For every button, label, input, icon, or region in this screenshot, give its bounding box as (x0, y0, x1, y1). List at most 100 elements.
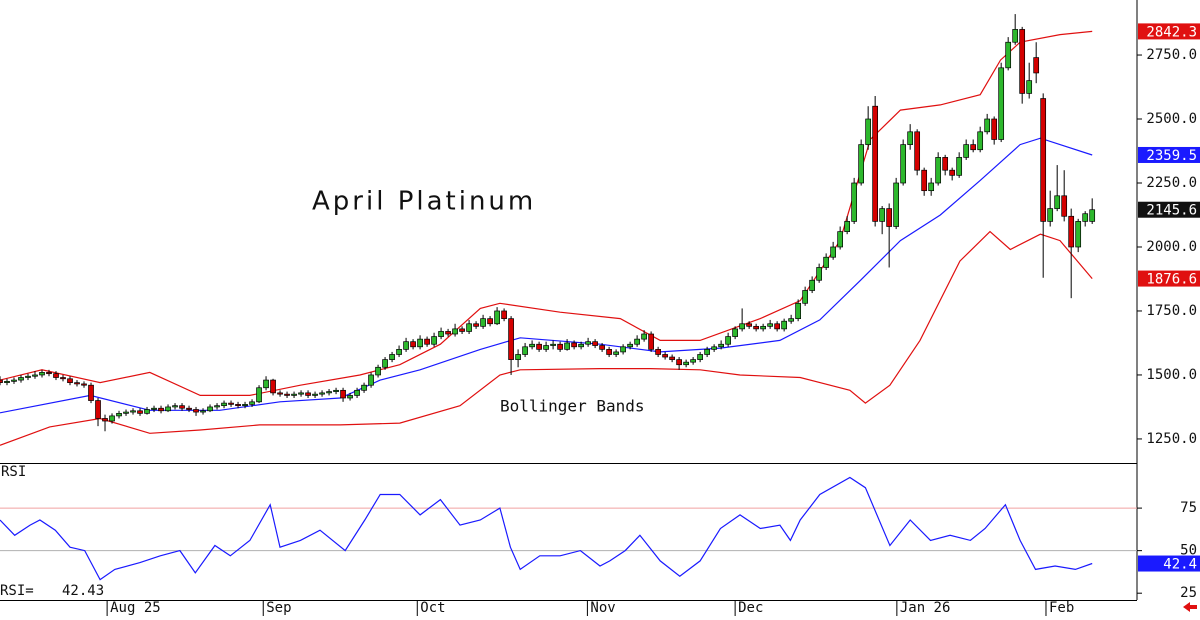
candle-body (319, 392, 325, 395)
x-tick-label: Dec (738, 600, 763, 616)
candle-body (165, 406, 171, 412)
candle-body (137, 410, 143, 414)
candle-body (879, 208, 886, 222)
y-tick-label: 2250.0 (1146, 175, 1197, 191)
y-tick-label: 1750.0 (1146, 303, 1197, 319)
candle-body (809, 279, 815, 291)
bollinger-band (0, 30, 1093, 396)
candle-body (459, 328, 465, 332)
candle-body (641, 333, 647, 340)
candle-body (39, 372, 45, 376)
candle-body (242, 404, 248, 407)
candle-body (438, 331, 444, 337)
candle-body (144, 409, 150, 414)
candle-body (998, 67, 1005, 140)
candle-body (193, 409, 199, 413)
candle-body (1075, 221, 1082, 248)
candle-body (949, 169, 956, 176)
candle-body (473, 323, 479, 327)
candle-body (914, 131, 921, 171)
candle-body (221, 402, 227, 407)
candle-body (235, 404, 241, 407)
candle-body (361, 384, 367, 391)
last-value-box (1138, 555, 1200, 572)
candle-body (669, 356, 675, 360)
candle-body (354, 389, 360, 396)
candle-body (774, 323, 780, 330)
candle-body (711, 346, 717, 350)
candle-body (1047, 208, 1054, 222)
x-tick-label: Oct (420, 600, 445, 616)
candle-body (571, 342, 577, 348)
candle-body (942, 157, 949, 171)
candle-body (515, 354, 521, 360)
candle-body (739, 323, 745, 330)
candle-body (60, 377, 66, 380)
candle-body (81, 383, 87, 386)
candle-body (1061, 195, 1068, 217)
candle-body (970, 144, 977, 151)
y-tick-label: 2000.0 (1146, 239, 1197, 255)
candle-body (627, 343, 633, 348)
candle-body (858, 144, 865, 184)
candle-body (403, 341, 409, 350)
x-tick-label: Feb (1049, 600, 1074, 616)
candle-body (431, 336, 437, 345)
candle-body (893, 182, 900, 227)
candle-body (270, 379, 276, 394)
candle-body (284, 393, 290, 396)
candle-body (984, 118, 991, 133)
y-tick-label: 25 (1180, 585, 1197, 601)
last-value-label: 2359.5 (1146, 148, 1197, 164)
last-value-box (1138, 146, 1200, 163)
candle-body (1068, 215, 1075, 248)
candle-body (956, 157, 963, 176)
candle-body (501, 310, 507, 319)
candle-body (1005, 41, 1012, 69)
candle-body (333, 389, 339, 392)
candle-body (746, 323, 752, 327)
candle-body (4, 381, 10, 383)
candle-body (536, 343, 542, 350)
candle-body (95, 400, 101, 419)
candle-body (109, 415, 115, 422)
candle-body (977, 131, 984, 151)
candle-body (123, 411, 129, 414)
candle-body (690, 359, 696, 363)
candle-body (760, 325, 766, 330)
candle-body (795, 302, 801, 319)
scroll-arrow[interactable] (1183, 602, 1197, 612)
candle-body (249, 401, 255, 405)
candle-body (725, 336, 731, 345)
candle-body (298, 392, 304, 395)
candle-body (991, 118, 998, 140)
bollinger-band (0, 230, 1093, 446)
candle-body (88, 384, 94, 401)
candle-body (963, 144, 970, 158)
candle-body (67, 378, 73, 383)
candle-body (25, 375, 31, 378)
candle-body (830, 246, 836, 258)
chart-title: April Platinum (312, 187, 536, 217)
candle-body (214, 405, 220, 408)
candle-body (179, 405, 185, 409)
candle-body (375, 366, 381, 376)
candle-body (921, 169, 928, 192)
candle-body (683, 361, 689, 366)
candle-body (207, 406, 213, 412)
candle-body (1026, 80, 1033, 94)
x-tick-label: Nov (590, 600, 615, 616)
candle-body (417, 338, 423, 348)
candle-body (648, 333, 654, 350)
x-tick-label: Sep (266, 600, 291, 616)
candle-body (585, 341, 591, 345)
candle-body (18, 377, 24, 381)
candle-body (886, 208, 893, 227)
candle-body (0, 379, 3, 383)
candle-body (130, 410, 136, 413)
candle-body (11, 379, 17, 382)
candle-body (291, 393, 297, 396)
candle-body (151, 407, 157, 410)
